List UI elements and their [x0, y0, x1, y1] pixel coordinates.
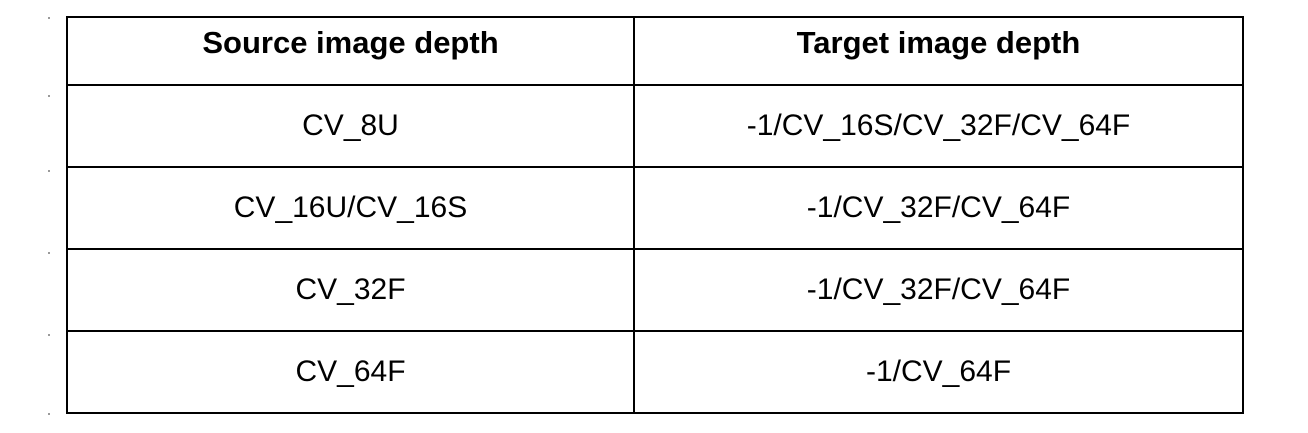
- margin-mark: [48, 413, 50, 415]
- target-depth-cell: -1/CV_32F/CV_64F: [633, 166, 1244, 250]
- source-depth-cell: CV_8U: [66, 84, 635, 168]
- table-row: CV_16U/CV_16S -1/CV_32F/CV_64F: [66, 166, 1244, 250]
- margin-mark: [48, 334, 50, 336]
- target-depth-cell: -1/CV_16S/CV_32F/CV_64F: [633, 84, 1244, 168]
- margin-mark: [48, 17, 50, 19]
- header-target-depth: Target image depth: [633, 16, 1244, 86]
- margin-marks: [48, 0, 52, 433]
- header-source-depth: Source image depth: [66, 16, 635, 86]
- target-depth-cell: -1/CV_64F: [633, 330, 1244, 414]
- image-depth-table: Source image depth Target image depth CV…: [66, 16, 1244, 414]
- margin-mark: [48, 95, 50, 97]
- source-depth-cell: CV_16U/CV_16S: [66, 166, 635, 250]
- source-depth-cell: CV_32F: [66, 248, 635, 332]
- margin-mark: [48, 170, 50, 172]
- table-row: CV_8U -1/CV_16S/CV_32F/CV_64F: [66, 84, 1244, 168]
- table-header-row: Source image depth Target image depth: [66, 16, 1244, 86]
- table-row: CV_64F -1/CV_64F: [66, 330, 1244, 414]
- target-depth-cell: -1/CV_32F/CV_64F: [633, 248, 1244, 332]
- margin-mark: [48, 252, 50, 254]
- source-depth-cell: CV_64F: [66, 330, 635, 414]
- table-row: CV_32F -1/CV_32F/CV_64F: [66, 248, 1244, 332]
